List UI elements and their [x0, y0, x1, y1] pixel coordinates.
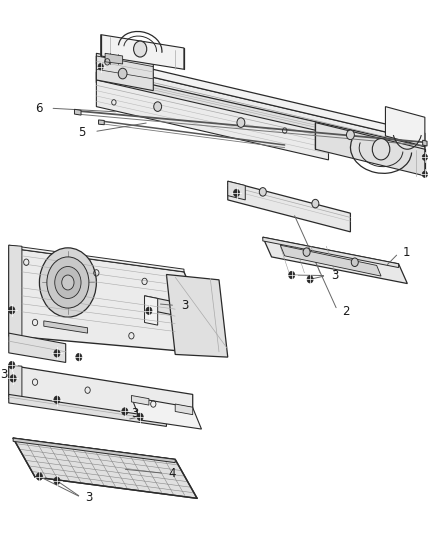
Polygon shape: [228, 181, 350, 232]
Polygon shape: [385, 107, 425, 147]
Text: 3: 3: [181, 299, 188, 312]
Polygon shape: [280, 245, 381, 276]
Circle shape: [9, 361, 15, 369]
Circle shape: [233, 189, 240, 197]
Polygon shape: [96, 72, 425, 157]
Circle shape: [146, 307, 152, 314]
Circle shape: [10, 375, 16, 382]
Circle shape: [259, 188, 266, 196]
Circle shape: [237, 118, 245, 127]
Polygon shape: [145, 296, 158, 325]
Polygon shape: [44, 321, 88, 333]
Circle shape: [346, 130, 354, 140]
Polygon shape: [96, 53, 153, 91]
Polygon shape: [105, 53, 123, 64]
Polygon shape: [96, 56, 425, 141]
Polygon shape: [131, 395, 149, 405]
Polygon shape: [263, 237, 407, 284]
Circle shape: [47, 257, 89, 308]
Circle shape: [422, 171, 427, 177]
Text: 5: 5: [78, 126, 85, 139]
Circle shape: [9, 306, 15, 314]
Circle shape: [289, 271, 295, 279]
Polygon shape: [99, 120, 104, 125]
Circle shape: [55, 266, 81, 298]
Polygon shape: [9, 245, 184, 272]
Polygon shape: [228, 181, 245, 200]
Polygon shape: [9, 365, 193, 426]
Polygon shape: [13, 438, 197, 498]
Text: 3: 3: [0, 368, 7, 381]
Circle shape: [307, 276, 313, 283]
Polygon shape: [9, 333, 66, 362]
Polygon shape: [263, 237, 399, 268]
Circle shape: [36, 473, 42, 480]
Polygon shape: [9, 394, 166, 426]
Text: 4: 4: [169, 467, 176, 480]
Circle shape: [54, 477, 60, 484]
Circle shape: [98, 63, 103, 70]
Circle shape: [54, 350, 60, 357]
Circle shape: [422, 154, 427, 160]
Text: 1: 1: [403, 246, 410, 259]
Circle shape: [62, 275, 74, 290]
Polygon shape: [175, 404, 193, 415]
Circle shape: [54, 396, 60, 403]
Circle shape: [39, 248, 96, 317]
Polygon shape: [315, 123, 425, 176]
Circle shape: [154, 102, 162, 111]
Text: 2: 2: [342, 305, 349, 318]
Polygon shape: [166, 274, 228, 357]
Polygon shape: [13, 438, 175, 463]
Circle shape: [137, 413, 143, 421]
Polygon shape: [101, 35, 184, 69]
Circle shape: [351, 258, 358, 266]
Polygon shape: [96, 80, 328, 160]
Text: 6: 6: [35, 102, 42, 115]
Circle shape: [76, 353, 82, 361]
Polygon shape: [96, 64, 425, 155]
Polygon shape: [131, 397, 201, 429]
Circle shape: [134, 41, 147, 57]
Circle shape: [303, 248, 310, 256]
Polygon shape: [74, 109, 81, 115]
Circle shape: [372, 139, 390, 160]
Text: 3: 3: [131, 407, 139, 419]
Polygon shape: [423, 140, 427, 146]
Text: 3: 3: [331, 269, 338, 282]
Polygon shape: [9, 365, 22, 400]
Circle shape: [122, 408, 128, 415]
Polygon shape: [145, 296, 197, 320]
Text: 3: 3: [85, 491, 93, 504]
Polygon shape: [9, 248, 219, 354]
Circle shape: [312, 199, 319, 208]
Circle shape: [118, 68, 127, 79]
Polygon shape: [9, 245, 22, 337]
